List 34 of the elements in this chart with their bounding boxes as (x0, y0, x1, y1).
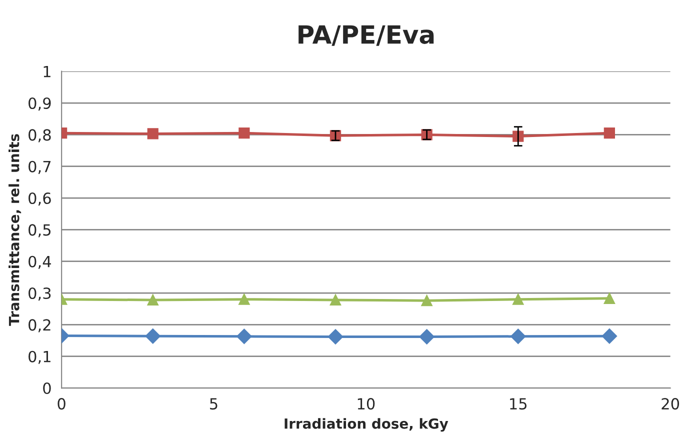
y-tick-label: 0,8 (28, 129, 51, 142)
point (604, 292, 615, 304)
y-tick-label: 0,9 (28, 97, 51, 111)
y-axis-title: Transmittance, rel. units (8, 134, 22, 326)
point (602, 328, 618, 344)
point (421, 295, 432, 306)
x-tick-label: 15 (510, 398, 527, 410)
point (145, 328, 160, 344)
point (147, 128, 158, 140)
x-tick-label: 20 (662, 398, 680, 410)
chart-title: PA/PE/Eva (298, 25, 434, 46)
point (604, 128, 615, 139)
x-tick-label: 10 (358, 398, 375, 410)
y-tick-label: 0,7 (28, 160, 51, 174)
y-tick-label: 0,4 (28, 256, 51, 269)
y-tick-label: 0,6 (28, 192, 51, 206)
y-tick-label: 0,2 (28, 319, 50, 332)
point (236, 328, 252, 344)
point (330, 294, 342, 306)
point (419, 329, 434, 344)
y-tick-label: 0 (43, 382, 51, 394)
point (328, 329, 344, 344)
y-tick-label: 0,3 (28, 287, 51, 301)
point (238, 294, 250, 305)
x-axis-title: Irradiation dose, kGy (284, 418, 448, 432)
y-tick-label: 0,5 (28, 224, 51, 238)
point (510, 328, 526, 344)
point (147, 294, 158, 306)
y-tick-label: 1 (44, 66, 50, 78)
point (512, 294, 524, 305)
x-tick-label: 0 (58, 398, 66, 410)
y-tick-label: 0,1 (28, 350, 50, 364)
point (238, 128, 250, 139)
x-tick-label: 5 (210, 398, 218, 410)
